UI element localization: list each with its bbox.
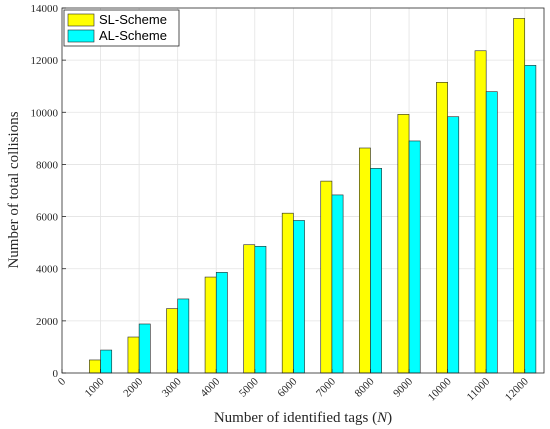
bar-sl-1000 <box>89 359 101 374</box>
bar-sl-10000 <box>436 82 448 374</box>
y-tick-label: 14000 <box>31 3 59 15</box>
legend-label-sl: SL-Scheme <box>99 12 167 27</box>
plot-frame <box>61 7 545 374</box>
bar-al-10000 <box>447 116 460 374</box>
y-tick-label: 12000 <box>31 55 59 67</box>
y-tick-label: 4000 <box>36 264 59 276</box>
y-tick-label: 0 <box>53 368 59 380</box>
bar-sl-12000 <box>513 18 526 374</box>
y-tick-label: 6000 <box>36 212 59 224</box>
legend-swatch-al <box>67 29 95 43</box>
bar-al-3000 <box>177 298 190 374</box>
bars <box>89 18 537 374</box>
x-tick-label: 1000 <box>83 375 107 399</box>
bar-al-11000 <box>485 91 498 374</box>
axis-ticks <box>61 7 526 374</box>
bar-sl-3000 <box>166 308 178 374</box>
y-tick-label: 2000 <box>36 316 59 328</box>
x-tick-label: 6000 <box>275 375 299 399</box>
x-tick-label: 11000 <box>465 375 493 403</box>
x-tick-label: 3000 <box>160 375 184 399</box>
bar-al-5000 <box>254 245 267 374</box>
bar-al-8000 <box>370 168 382 374</box>
y-axis-title: Number of total collisions <box>6 111 22 268</box>
bar-sl-8000 <box>358 147 371 374</box>
bar-sl-11000 <box>474 50 487 374</box>
y-tick-label: 10000 <box>31 107 59 119</box>
legend: SL-Scheme AL-Scheme <box>63 9 180 47</box>
x-tick-label: 4000 <box>198 375 222 399</box>
x-tick-label: 7000 <box>314 375 338 399</box>
y-tick-label: 8000 <box>36 159 59 171</box>
bar-sl-6000 <box>281 212 294 374</box>
x-tick-label: 12000 <box>503 375 531 403</box>
bar-sl-7000 <box>320 180 333 374</box>
bar-sl-4000 <box>204 276 217 374</box>
bar-al-6000 <box>293 220 305 374</box>
bar-sl-9000 <box>397 114 410 374</box>
bar-al-4000 <box>215 272 228 374</box>
x-tick-label: 8000 <box>353 375 377 399</box>
x-tick-label: 10000 <box>426 375 454 403</box>
bar-al-1000 <box>100 349 113 374</box>
bar-al-12000 <box>524 65 537 374</box>
bar-al-2000 <box>138 323 151 374</box>
x-tick-label: 5000 <box>237 375 261 399</box>
x-tick-label: 0 <box>56 375 69 388</box>
x-axis-title: Number of identified tags (N) <box>214 410 392 426</box>
legend-swatch-sl <box>67 13 95 27</box>
bar-al-7000 <box>331 194 344 374</box>
bar-sl-2000 <box>127 336 140 374</box>
bar-al-9000 <box>408 140 421 374</box>
bar-sl-5000 <box>243 244 256 374</box>
legend-label-al: AL-Scheme <box>99 28 167 43</box>
x-tick-label: 2000 <box>121 375 145 399</box>
x-tick-label: 9000 <box>391 375 415 399</box>
